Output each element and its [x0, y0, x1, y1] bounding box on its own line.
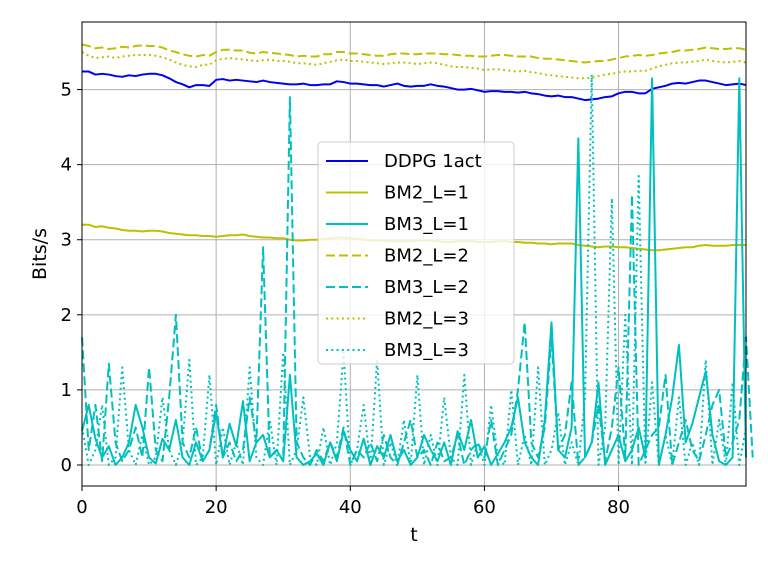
legend: DDPG 1act BM2_L=1 BM3_L=1 BM2_L=2 BM3_L=2 BM2…: [317, 141, 515, 365]
y-tick-label: 5: [61, 80, 72, 101]
series-line-bm2-l-3: [81, 51, 747, 80]
x-axis-label: t: [410, 524, 417, 546]
x-tick-label: 80: [607, 497, 630, 518]
series-line-ddpg-1act: [82, 70, 747, 102]
x-tick-label: 20: [205, 497, 228, 518]
x-tick-label: 60: [473, 497, 496, 518]
legend-label: BM2_L=2: [384, 246, 469, 267]
legend-label: DDPG 1act: [384, 151, 482, 172]
legend-box: [317, 141, 515, 365]
x-axis-ticks: 0 20 40 60 80: [76, 486, 630, 518]
y-tick-label: 4: [61, 155, 72, 176]
series-line-bm2-l-2: [81, 43, 747, 64]
x-tick-label: 40: [339, 497, 362, 518]
y-tick-label: 1: [61, 380, 72, 401]
legend-label: BM3_L=2: [384, 277, 469, 298]
x-tick-label: 0: [76, 497, 87, 518]
y-axis-label: Bits/s: [29, 228, 51, 280]
y-axis-ticks: 0 1 2 3 4 5: [61, 80, 82, 476]
legend-label: BM2_L=3: [384, 309, 469, 330]
plot-frame: [81, 21, 747, 487]
series-line-bm3-l-2: [81, 96, 754, 466]
legend-label: BM2_L=1: [384, 183, 469, 204]
series-line-bm3-l-1: [81, 77, 747, 466]
y-tick-label: 3: [61, 230, 72, 251]
y-tick-label: 2: [61, 305, 72, 326]
series-line-bm3-l-3: [81, 73, 747, 466]
legend-label: BM3_L=3: [384, 340, 469, 361]
legend-label: BM3_L=1: [384, 214, 469, 235]
y-tick-label: 0: [61, 455, 72, 476]
